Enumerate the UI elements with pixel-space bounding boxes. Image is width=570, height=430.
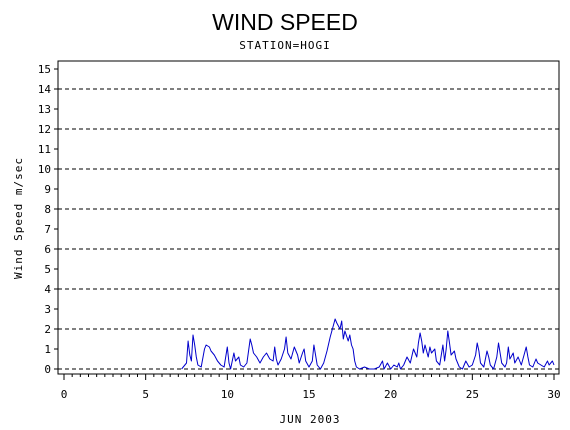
y-tick-label: 14 [38,83,52,96]
y-tick-label: 8 [44,203,51,216]
y-tick-label: 5 [44,263,51,276]
y-tick-label: 3 [44,303,51,316]
y-tick-label: 0 [44,363,51,376]
y-tick-label: 13 [38,103,51,116]
y-tick-label: 12 [38,123,51,136]
x-tick-label: 20 [384,388,397,401]
y-tick-label: 9 [44,183,51,196]
y-tick-label: 2 [44,323,51,336]
wind-speed-line-0 [181,318,555,370]
x-tick-label: 5 [142,388,149,401]
y-tick-label: 15 [38,63,51,76]
chart-subtitle: STATION=HOGI [239,39,330,52]
gridlines [58,88,559,370]
x-axis-label: JUN 2003 [280,413,341,426]
y-tick-label: 6 [44,243,51,256]
y-axis-label: Wind Speed m/sec [12,157,25,279]
y-tick-label: 10 [38,163,51,176]
x-tick-label: 30 [547,388,560,401]
y-tick-label: 1 [44,343,51,356]
x-tick-label: 10 [221,388,234,401]
x-tick-label: 0 [61,388,68,401]
y-tick-label: 7 [44,223,51,236]
chart-title: WIND SPEED [212,9,358,35]
y-tick-label: 4 [44,283,51,296]
x-tick-label: 25 [466,388,479,401]
plot-frame [57,60,560,375]
y-tick-label: 11 [38,143,51,156]
data-series [181,318,555,370]
x-tick-label: 15 [302,388,315,401]
